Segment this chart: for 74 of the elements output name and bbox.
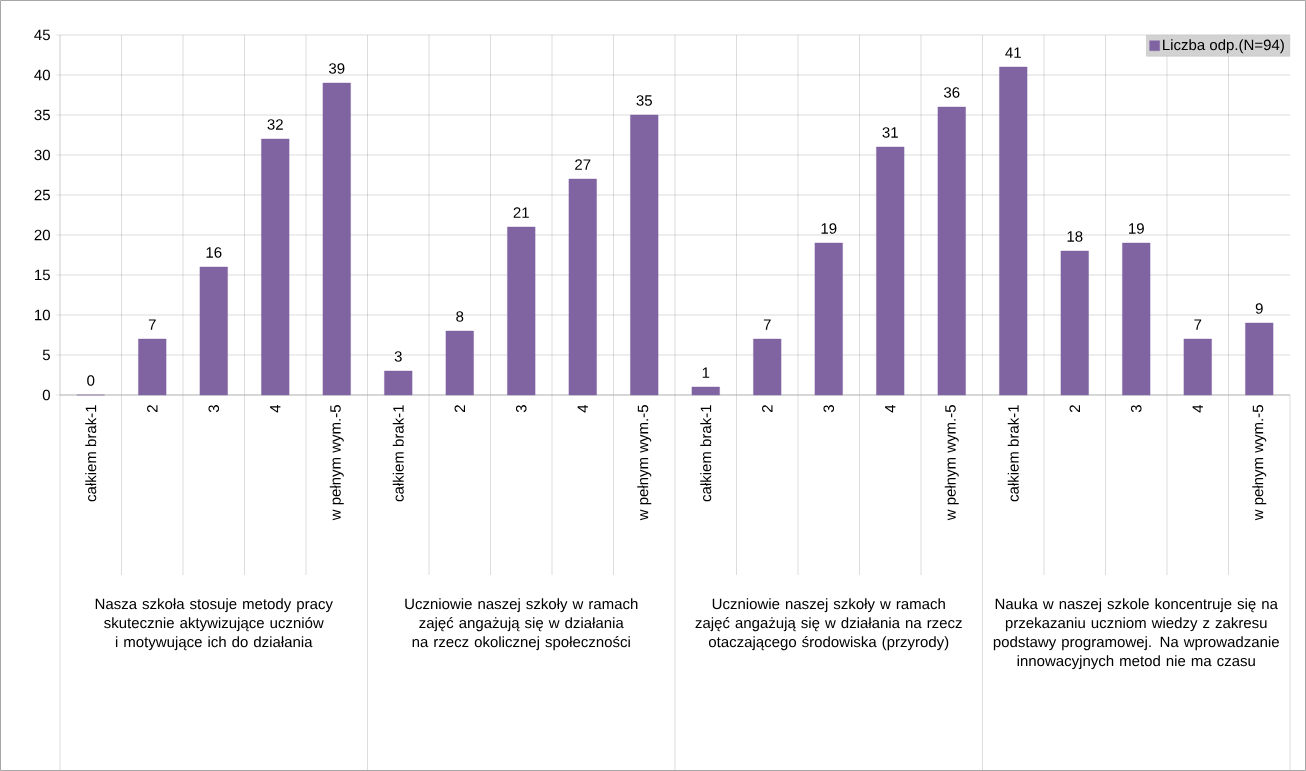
- legend-label: Liczba odp.(N=94): [1163, 39, 1284, 54]
- data-label: 32: [267, 119, 283, 130]
- bar: [261, 138, 290, 396]
- data-label: 27: [575, 159, 591, 170]
- y-tick-label: 35: [34, 109, 50, 121]
- x-tick-label: 4: [885, 404, 896, 413]
- data-label: 0: [87, 375, 95, 386]
- data-label: 36: [943, 87, 960, 98]
- data-label: 8: [456, 311, 464, 322]
- y-tick-label: 10: [35, 309, 50, 321]
- bar: [384, 370, 413, 396]
- data-label: 19: [821, 223, 837, 234]
- bar: [507, 226, 536, 396]
- x-tick-label: 2: [147, 405, 158, 412]
- data-label: 19: [1129, 223, 1144, 234]
- bar: [1122, 242, 1151, 396]
- bar: [322, 82, 351, 396]
- text: Nasza szkoła stosuje metody pracy skutecznie aktywizujące uczniów i motywujące ich do działania: [95, 598, 333, 651]
- x-tick-label: w pełnym wym.-5: [944, 404, 959, 521]
- bar: [138, 338, 167, 396]
- data-label: 9: [1255, 303, 1263, 314]
- x-tick-label: całkiem brak-1: [1007, 405, 1019, 502]
- bar: [753, 338, 782, 396]
- x-tick-label: 4: [270, 404, 281, 413]
- y-tick-label: 20: [34, 229, 50, 241]
- data-label: 7: [1194, 319, 1202, 330]
- data-label: 1: [702, 367, 710, 378]
- bar: [1060, 250, 1089, 396]
- x-tick-label: w pełnym wym.-5: [329, 404, 344, 521]
- y-tick-label: 15: [35, 269, 50, 281]
- data-label: 18: [1067, 231, 1083, 242]
- x-tick-label: 3: [208, 405, 220, 413]
- bar: [1183, 338, 1212, 396]
- data-label: 7: [763, 319, 771, 330]
- bar: [876, 146, 905, 396]
- y-tick-label: 5: [42, 349, 50, 361]
- data-label: 39: [329, 63, 345, 74]
- bar: [568, 178, 597, 396]
- x-tick-label: całkiem brak-1: [700, 405, 712, 502]
- text: Nauka w naszej szkole koncentruje się na przekazaniu uczniom wiedzy z zakresu podstawy programowej. Na wprowadzanie innowacyjnych metod nie ma czasu: [993, 598, 1279, 670]
- y-tick-label: 0: [42, 389, 50, 401]
- x-tick-label: 2: [454, 405, 465, 412]
- x-tick-label: w pełnym wym.-5: [1252, 404, 1267, 521]
- x-tick-label: 4: [1192, 404, 1203, 413]
- bar: [199, 266, 228, 396]
- y-tick-label: 25: [34, 189, 50, 201]
- x-tick-label: w pełnym wym.-5: [637, 404, 652, 521]
- data-label: 7: [148, 319, 156, 330]
- data-label: 35: [636, 95, 652, 106]
- x-tick-label: całkiem brak-1: [85, 405, 97, 502]
- x-tick-label: 3: [1130, 405, 1142, 413]
- x-tick-label: 3: [823, 405, 835, 413]
- bar: [630, 114, 659, 396]
- data-label: 3: [394, 351, 402, 362]
- x-tick-label: 2: [1069, 405, 1080, 412]
- bar: [999, 66, 1028, 396]
- bar: [691, 386, 720, 396]
- x-tick-label: 3: [515, 405, 527, 413]
- x-tick-label: 4: [577, 404, 588, 413]
- data-label: 16: [206, 247, 222, 258]
- y-tick-label: 45: [34, 29, 50, 41]
- bar: [814, 242, 843, 396]
- bar: [445, 330, 474, 396]
- x-tick-label: 2: [762, 405, 773, 412]
- text: Uczniowie naszej szkoły w ramach zajęć angażują się w działania na rzecz okolicznej społeczności: [405, 598, 638, 651]
- data-label: 41: [1005, 47, 1021, 58]
- bar: [937, 106, 966, 396]
- y-tick-label: 30: [34, 149, 50, 161]
- bar: [1245, 322, 1274, 396]
- data-label: 31: [882, 127, 898, 138]
- x-tick-label: całkiem brak-1: [392, 405, 404, 502]
- data-label: 21: [513, 207, 529, 218]
- text: Uczniowie naszej szkoły w ramach zajęć angażują się w działania na rzecz otaczającego środowiska (przyrody): [695, 598, 962, 651]
- y-tick-label: 40: [34, 69, 50, 81]
